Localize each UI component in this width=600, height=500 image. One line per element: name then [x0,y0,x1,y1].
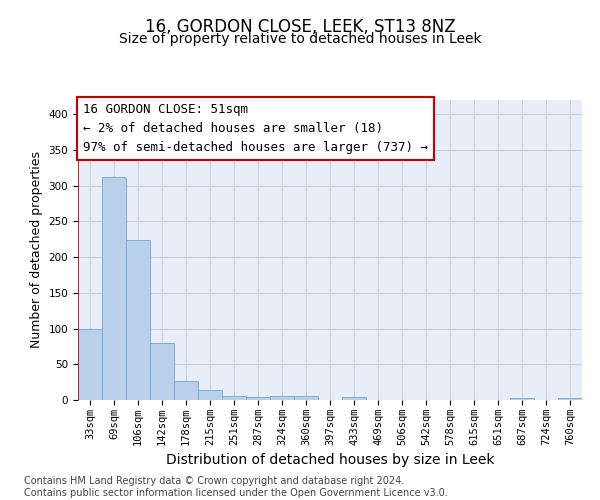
Bar [174,382,198,400]
X-axis label: Distribution of detached houses by size in Leek: Distribution of detached houses by size … [166,454,494,468]
Bar [342,397,366,400]
Text: Size of property relative to detached houses in Leek: Size of property relative to detached ho… [119,32,481,46]
Y-axis label: Number of detached properties: Number of detached properties [30,152,43,348]
Bar [558,398,582,400]
Bar [126,240,150,400]
Text: 16, GORDON CLOSE, LEEK, ST13 8NZ: 16, GORDON CLOSE, LEEK, ST13 8NZ [145,18,455,36]
Text: Contains HM Land Registry data © Crown copyright and database right 2024.
Contai: Contains HM Land Registry data © Crown c… [24,476,448,498]
Bar [150,343,174,400]
Bar [246,397,270,400]
Bar [294,396,318,400]
Bar [102,177,126,400]
Bar [222,396,246,400]
Bar [270,396,294,400]
Bar [198,390,222,400]
Bar [78,330,102,400]
Bar [510,398,534,400]
Text: 16 GORDON CLOSE: 51sqm
← 2% of detached houses are smaller (18)
97% of semi-deta: 16 GORDON CLOSE: 51sqm ← 2% of detached … [83,103,428,154]
